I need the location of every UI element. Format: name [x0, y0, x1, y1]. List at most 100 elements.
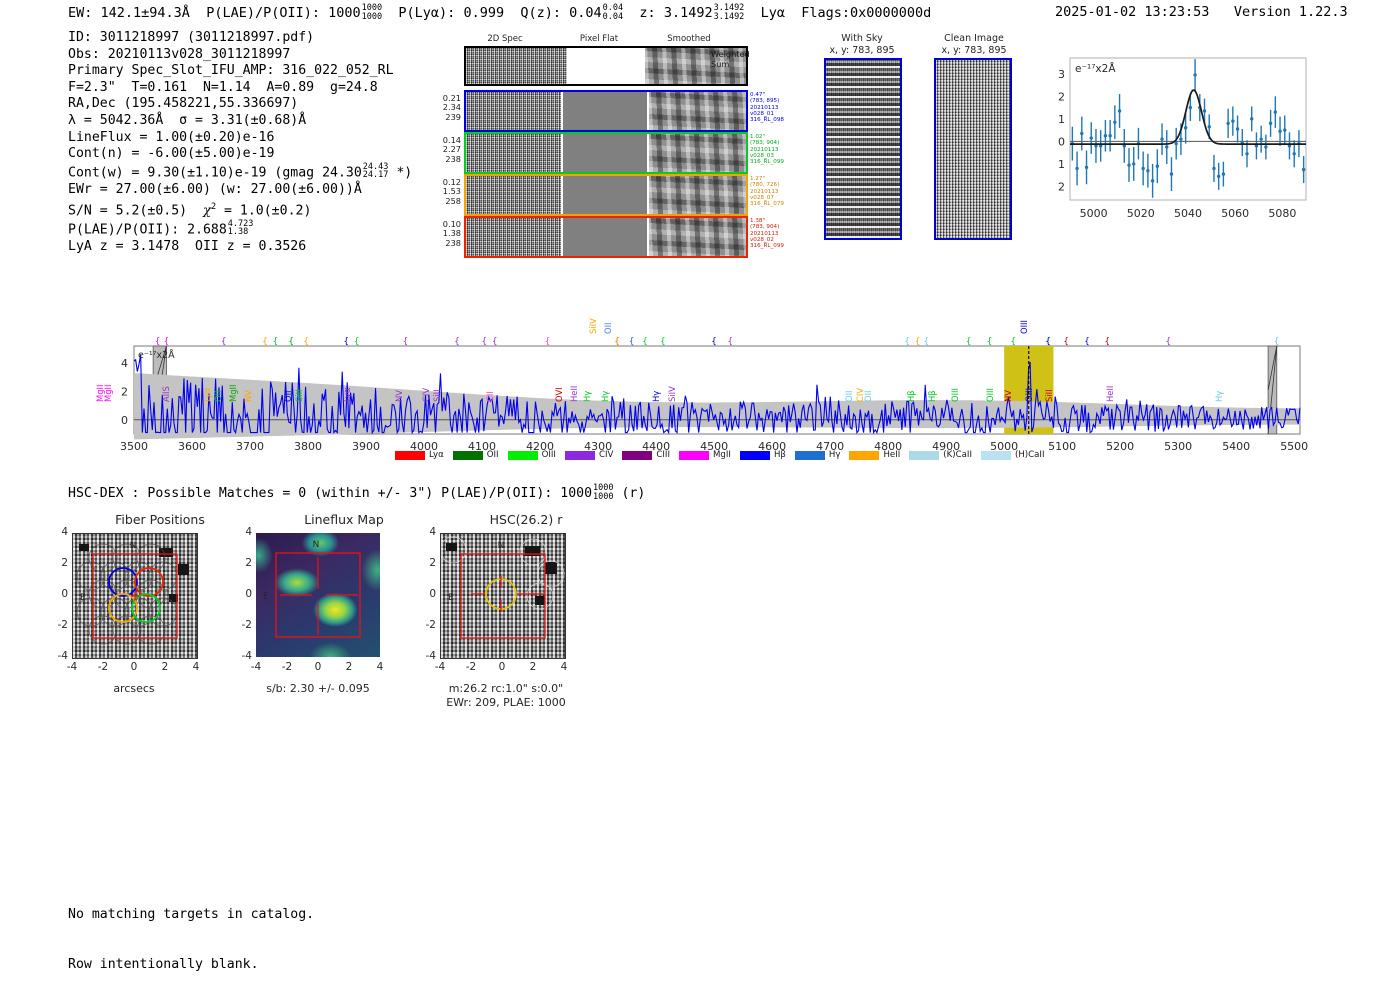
- line-marker-brace: {: [402, 337, 409, 347]
- fiber-positions-overlay: N E: [76, 541, 178, 645]
- svg-text:3700: 3700: [236, 440, 264, 452]
- fiber2-smoothed: [649, 134, 746, 172]
- legend-item: (H)CaII: [980, 450, 1045, 460]
- cutout-x-tick: 4: [560, 661, 568, 673]
- svg-text:2: 2: [1058, 180, 1065, 193]
- hsc-blob-2: [525, 546, 540, 556]
- spectrum-units-annotation: e⁻¹⁷x2Å: [138, 349, 175, 361]
- fiber4-sep-a: [561, 218, 564, 256]
- line-marker-brace: {: [914, 337, 921, 347]
- cutout-y-tick: 2: [429, 557, 436, 569]
- line-marker-brace: {: [303, 337, 310, 347]
- legend-label: CIV: [598, 450, 614, 460]
- compass-north: N: [130, 541, 137, 551]
- info-lambda-sigma: λ = 5042.36Å σ = 3.31(±0.68)Å: [68, 112, 307, 128]
- with-sky-image: [824, 58, 902, 240]
- target-crosshair: [131, 592, 139, 600]
- full-spectrum-svg: 0 2 4 3500 3600 3700 3800 3900 4000 4100 4200 4300…: [120, 345, 1308, 452]
- plae-range: 1000 1000: [361, 3, 383, 22]
- line-marker-brace: {: [154, 337, 161, 347]
- svg-text:5000: 5000: [990, 440, 1018, 452]
- svg-text:5300: 5300: [1164, 440, 1192, 452]
- line-name: Lyα: [760, 5, 785, 22]
- hsc-blob-1: [446, 543, 457, 551]
- cutout-x-tick: -4: [66, 661, 78, 673]
- legend-label: (K)CaII: [943, 450, 972, 460]
- panel-title-pixelflat: Pixel Flat: [579, 34, 619, 44]
- qz-value: 0.04: [569, 5, 602, 22]
- with-sky-title: With Sky x, y: 783, 895: [829, 33, 895, 56]
- cutout-y-tick: 4: [61, 526, 68, 538]
- line-marker-brace: {: [628, 337, 635, 347]
- info-plae2-pre: P(LAE)/P(OII): 2.688: [68, 222, 227, 238]
- hsc-compass-north: N: [498, 541, 505, 551]
- source-info-block: ID: 3011218997 (3011218997.pdf) Obs: 202…: [68, 30, 412, 255]
- line-marker-brace: {: [727, 337, 734, 347]
- field-blob-1: [79, 544, 89, 551]
- panel-title-2dspec: 2D Spec: [487, 34, 523, 44]
- line-marker-brace: {: [1010, 337, 1017, 347]
- fiber2-pixelflat: [563, 134, 648, 172]
- fiber-strip-1: [464, 90, 748, 132]
- emission-line-label: SiIV: [667, 386, 678, 402]
- cutout-y-tick: 0: [245, 588, 252, 600]
- hsc-footprint-box: [460, 553, 546, 639]
- legend-item: CIV: [564, 450, 614, 460]
- hsc-blob-4: [535, 596, 545, 605]
- lineflux-map-caption: s/b: 2.30 +/- 0.095: [266, 682, 370, 695]
- fiber-2-right-labels: 1.02" (783, 904) 20210113 v028_03 316_RL…: [750, 134, 784, 166]
- fiber1-pixelflat: [563, 92, 648, 130]
- cutout-x-tick: 4: [192, 661, 200, 673]
- line-marker-brace: {: [1084, 337, 1090, 347]
- legend-swatch: [679, 450, 709, 460]
- field-blob-4: [169, 594, 178, 602]
- line-marker-brace: {: [220, 337, 227, 347]
- info-sn: S/N = 5.2(±0.5): [68, 202, 203, 218]
- lineflux-compass-north: N: [313, 540, 320, 550]
- hsc-dex-text: HSC-DEX : Possible Matches = 0 (within +…: [68, 486, 593, 502]
- legend-swatch: [452, 450, 483, 460]
- fiber-2-left-labels: 0.14 2.27 238: [442, 135, 461, 164]
- legend-item: OII: [452, 450, 499, 460]
- legend-swatch: [980, 450, 1011, 460]
- fit-units-annotation: e⁻¹⁷x2Å: [1075, 62, 1116, 75]
- fiber-strip-3: [464, 174, 748, 216]
- selected-fiber-2[interactable]: [134, 567, 164, 597]
- lineflux-footprint-box: [275, 552, 361, 638]
- fiber1-2dspec: [466, 92, 562, 130]
- fit-data-points: [1070, 59, 1306, 198]
- line-marker-brace: {: [628, 337, 635, 347]
- emission-line-label: SiII: [1044, 389, 1055, 402]
- line-marker-brace: {: [986, 337, 993, 347]
- svg-text:3900: 3900: [352, 440, 380, 452]
- line-marker-brace: {: [660, 337, 666, 347]
- hsc-blob-3: [545, 562, 557, 574]
- selected-fiber-4[interactable]: [131, 593, 161, 623]
- hsc-dex-filter: (r): [621, 486, 646, 502]
- selected-fiber-1[interactable]: [108, 567, 138, 597]
- legend-label: CIII: [656, 450, 670, 460]
- selected-fiber-3[interactable]: [108, 593, 138, 623]
- svg-text:2: 2: [121, 385, 128, 398]
- spectrum-legend: Lyα OII OIII CIV CIII MgII Hβ Hγ HeII (K)CaII (H)C…: [395, 450, 1045, 460]
- lineflux-map-overlay: N E: [263, 540, 361, 638]
- cutout-x-tick: 2: [529, 661, 537, 673]
- fiber-1-left-labels: 0.21 2.34 239: [442, 93, 461, 122]
- line-marker-brace: {: [353, 337, 360, 347]
- with-sky-pixels: [826, 60, 900, 238]
- header-summary-line: EW: 142.1±94.3Å P(LAE)/P(OII): 1000 1000 1…: [68, 4, 931, 21]
- hsc-dex-summary: HSC-DEX : Possible Matches = 0 (within +…: [68, 484, 645, 501]
- info-redshifts: LyA z = 3.1478 OII z = 0.3526: [68, 238, 307, 254]
- info-cont-wide-pre: Cont(w) = 9.30(±1.10)e-19 (gmag 24.30: [68, 165, 362, 181]
- legend-swatch: [909, 450, 940, 460]
- cutout-y-tick: 4: [429, 526, 436, 538]
- svg-text:0: 0: [121, 414, 128, 427]
- cutout-y-tick: 4: [245, 526, 252, 538]
- line-marker-brace: {: [262, 337, 268, 347]
- fiber-positions-title: Fiber Positions: [115, 512, 205, 527]
- cutout-y-tick: -2: [425, 619, 436, 631]
- info-ewr: EWr = 27.00(±6.00) (w: 27.00(±6.00))Å: [68, 182, 362, 197]
- hsc-r-caption-line2: EWr: 209, PLAE: 1000: [446, 695, 566, 709]
- spectrum-error-envelope: [134, 372, 1300, 440]
- fiber1-sep-b: [647, 92, 650, 130]
